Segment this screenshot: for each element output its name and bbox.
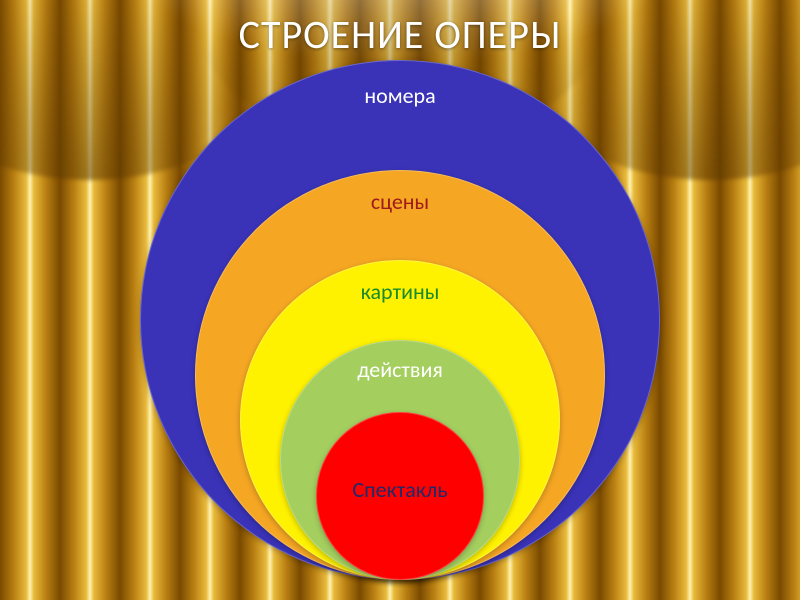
page-title: СТРОЕНИЕ ОПЕРЫ — [0, 10, 800, 59]
ring-label-2: картины — [240, 278, 560, 305]
ring-label-4: Спектакль — [316, 476, 484, 503]
slide-background: СТРОЕНИЕ ОПЕРЫ номера сцены картины действи… — [0, 0, 800, 600]
ring-label-0: номера — [140, 82, 660, 109]
ring-4: Спектакль — [316, 412, 484, 580]
ring-label-3: действия — [280, 356, 520, 383]
ring-label-1: сцены — [195, 188, 605, 215]
